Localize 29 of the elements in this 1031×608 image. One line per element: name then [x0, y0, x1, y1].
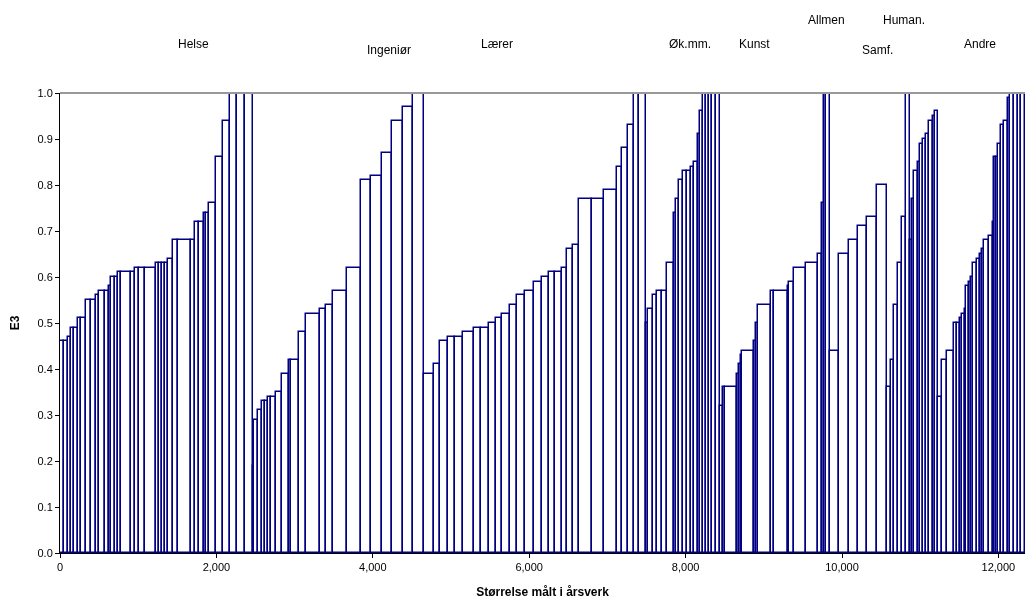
y-tick-label: 0.4 — [37, 362, 53, 375]
text: Allmen — [808, 13, 845, 27]
text: Andre — [964, 37, 997, 51]
y-tick-label: 0.8 — [37, 178, 53, 191]
text: Human. — [883, 13, 926, 27]
y-tick-label: 0.5 — [37, 316, 53, 329]
x-tick-label: 8,000 — [671, 561, 700, 574]
x-tick-label: 10,000 — [825, 561, 859, 574]
y-tick-label: 0.3 — [37, 408, 53, 421]
y-tick-label: 0.2 — [37, 454, 53, 467]
x-tick-label: 6,000 — [515, 561, 543, 574]
x-axis-title: Størrelse målt i årsverk — [476, 585, 610, 600]
text: Ingeniør — [367, 43, 412, 57]
text: Kunst — [739, 37, 771, 51]
x-tick-label: 4,000 — [359, 561, 387, 574]
y-tick-label: 0.6 — [37, 270, 53, 283]
text: Samf. — [862, 43, 894, 57]
y-tick-label: 1.0 — [37, 86, 53, 99]
y-tick-label: 0.9 — [37, 132, 53, 145]
y-axis-title: E3 — [7, 315, 22, 331]
y-tick-label: 0.0 — [37, 546, 53, 559]
y-tick-label: 0.1 — [37, 500, 53, 513]
text: Helse — [178, 37, 210, 51]
text: Øk.mm. — [669, 37, 711, 51]
y-tick-label: 0.7 — [37, 224, 53, 237]
text: Lærer — [481, 37, 514, 51]
x-tick-label: 2,000 — [202, 561, 231, 574]
x-tick-label: 12,000 — [981, 561, 1016, 574]
x-tick-label: 0 — [56, 561, 64, 574]
